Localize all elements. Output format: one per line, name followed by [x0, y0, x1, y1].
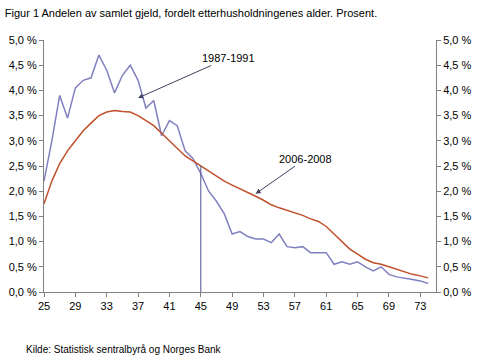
svg-text:4,5 %: 4,5 % — [443, 59, 471, 71]
svg-text:65: 65 — [351, 300, 363, 312]
svg-text:29: 29 — [69, 300, 81, 312]
svg-text:0,0 %: 0,0 % — [9, 286, 37, 298]
svg-text:1,5 %: 1,5 % — [9, 210, 37, 222]
svg-text:33: 33 — [101, 300, 113, 312]
svg-text:0,0 %: 0,0 % — [443, 286, 471, 298]
svg-text:1,0 %: 1,0 % — [9, 235, 37, 247]
svg-text:2,5 %: 2,5 % — [9, 160, 37, 172]
svg-text:4,0 %: 4,0 % — [9, 84, 37, 96]
svg-text:1987-1991: 1987-1991 — [202, 52, 255, 64]
svg-text:1,5 %: 1,5 % — [443, 210, 471, 222]
svg-text:1,0 %: 1,0 % — [443, 235, 471, 247]
svg-text:73: 73 — [414, 300, 426, 312]
svg-text:5,0 %: 5,0 % — [9, 34, 37, 46]
svg-text:2,0 %: 2,0 % — [443, 185, 471, 197]
svg-text:41: 41 — [163, 300, 175, 312]
svg-text:25: 25 — [38, 300, 50, 312]
svg-text:69: 69 — [383, 300, 395, 312]
svg-text:0,5 %: 0,5 % — [443, 261, 471, 273]
svg-text:57: 57 — [289, 300, 301, 312]
svg-text:37: 37 — [132, 300, 144, 312]
svg-text:61: 61 — [320, 300, 332, 312]
svg-text:4,5 %: 4,5 % — [9, 59, 37, 71]
svg-text:Kilde: Statistisk sentralbyrå: Kilde: Statistisk sentralbyrå og Norges … — [26, 344, 222, 355]
svg-text:3,0 %: 3,0 % — [9, 135, 37, 147]
svg-text:2006-2008: 2006-2008 — [279, 153, 332, 165]
svg-text:5,0 %: 5,0 % — [443, 34, 471, 46]
svg-text:0,5 %: 0,5 % — [9, 261, 37, 273]
svg-text:3,5 %: 3,5 % — [443, 109, 471, 121]
svg-text:3,5 %: 3,5 % — [9, 109, 37, 121]
svg-text:Figur 1 Andelen av samlet gjel: Figur 1 Andelen av samlet gjeld, fordelt… — [5, 7, 377, 19]
svg-text:4,0 %: 4,0 % — [443, 84, 471, 96]
svg-text:2,5 %: 2,5 % — [443, 160, 471, 172]
svg-text:53: 53 — [257, 300, 269, 312]
svg-text:3,0 %: 3,0 % — [443, 135, 471, 147]
svg-text:45: 45 — [195, 300, 207, 312]
svg-text:2,0 %: 2,0 % — [9, 185, 37, 197]
svg-text:49: 49 — [226, 300, 238, 312]
